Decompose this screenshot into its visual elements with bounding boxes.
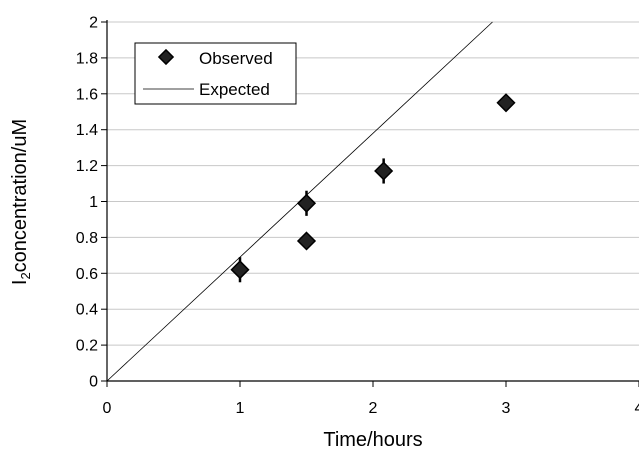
observed-series bbox=[230, 93, 516, 283]
legend-observed-label: Observed bbox=[199, 49, 273, 68]
x-tick-label: 1 bbox=[236, 400, 245, 417]
observed-point bbox=[296, 231, 317, 251]
x-tick-label: 4 bbox=[635, 400, 639, 417]
y-axis-title-sub: 2 bbox=[18, 272, 33, 279]
legend-expected-label: Expected bbox=[199, 80, 270, 99]
observed-point bbox=[230, 260, 250, 280]
grid-lines bbox=[107, 21, 639, 346]
y-tick-label: 1.8 bbox=[76, 50, 98, 67]
y-tick-label: 1 bbox=[89, 194, 98, 211]
y-tick-label: 0.8 bbox=[76, 230, 98, 247]
observed-point bbox=[374, 161, 394, 181]
y-tick-label: 0.4 bbox=[76, 302, 98, 319]
y-axis-title-rest: concentration/uM bbox=[9, 119, 31, 272]
y-tick-label: 1.6 bbox=[76, 86, 98, 103]
x-axis-title: Time/hours bbox=[323, 429, 422, 451]
x-tick-label: 3 bbox=[502, 400, 511, 417]
y-tick-label: 0.2 bbox=[76, 338, 98, 355]
y-tick-label: 2 bbox=[89, 15, 98, 32]
y-tick-labels: 0 0.2 0.4 0.6 0.8 1 1.2 1.4 1.6 1.8 2 bbox=[76, 15, 98, 391]
observed-point bbox=[496, 93, 516, 113]
legend-observed-marker bbox=[157, 48, 175, 66]
x-tick-label: 2 bbox=[369, 400, 378, 417]
x-tick-label: 0 bbox=[103, 400, 112, 417]
y-axis-title: I2concentration/uM bbox=[9, 119, 33, 285]
observed-point bbox=[296, 193, 317, 213]
y-tick-label: 0.6 bbox=[76, 266, 98, 283]
y-tick-label: 1.4 bbox=[76, 122, 98, 139]
axes bbox=[101, 20, 639, 387]
y-axis-title-main: I bbox=[9, 280, 31, 286]
legend: Observed Expected bbox=[134, 42, 297, 105]
y-tick-label: 0 bbox=[89, 374, 98, 391]
x-tick-labels: 0 1 2 3 4 bbox=[103, 400, 639, 417]
y-tick-label: 1.2 bbox=[76, 158, 98, 175]
